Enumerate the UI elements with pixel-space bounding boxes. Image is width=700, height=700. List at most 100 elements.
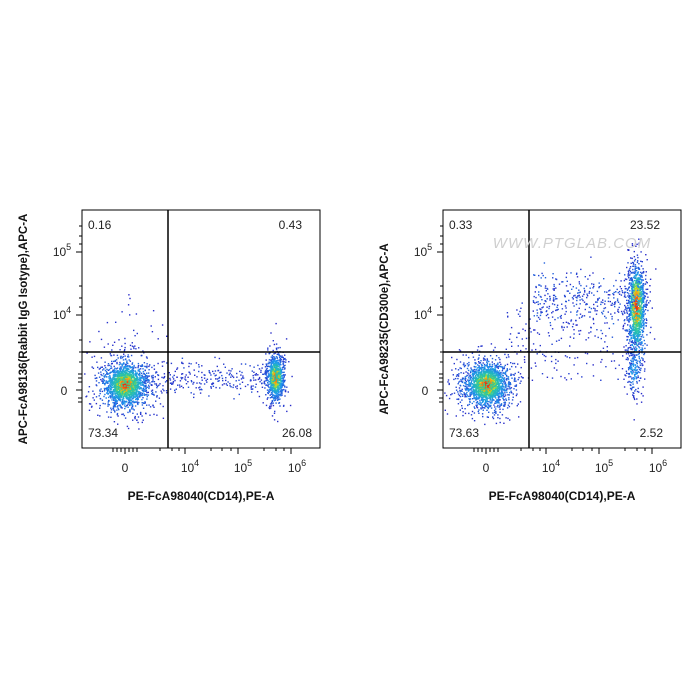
event-dot	[128, 359, 130, 361]
event-dot	[509, 419, 511, 421]
event-dot	[121, 373, 123, 375]
event-dot	[488, 370, 490, 372]
event-dot	[141, 421, 143, 424]
event-dot	[137, 373, 140, 376]
event-dot	[267, 397, 269, 399]
event-dot	[487, 388, 489, 390]
event-dot	[272, 378, 274, 380]
event-dot	[123, 414, 125, 417]
event-dot	[477, 386, 479, 388]
event-dot	[182, 362, 184, 365]
event-dot	[111, 384, 113, 387]
panel-1: 0.16 0.43 73.34 26.08 105 104 0 0 104 10…	[18, 209, 321, 503]
event-dot	[473, 397, 475, 400]
event-dot	[480, 383, 482, 386]
event-dot	[465, 380, 468, 383]
event-dot	[447, 381, 449, 383]
event-dot	[283, 380, 286, 383]
event-dot	[109, 387, 112, 389]
event-dot	[258, 376, 261, 379]
event-dot	[267, 379, 269, 382]
event-dot	[126, 370, 128, 372]
event-dot	[230, 376, 232, 378]
event-dot	[271, 393, 273, 395]
event-dot	[198, 382, 201, 384]
event-dot	[131, 392, 133, 394]
event-dot	[139, 395, 141, 397]
event-dot	[163, 376, 165, 379]
event-dot	[486, 385, 488, 387]
event-dot	[477, 375, 479, 377]
event-dot	[105, 397, 107, 399]
event-dot	[519, 401, 522, 403]
event-dot	[130, 395, 132, 398]
event-dot	[119, 392, 121, 395]
event-dot	[110, 367, 113, 369]
event-dot	[281, 391, 283, 393]
event-dot	[282, 359, 285, 361]
event-dot	[96, 377, 98, 379]
event-dot	[475, 380, 477, 382]
event-dot	[279, 366, 281, 368]
event-dot	[465, 393, 467, 395]
event-dot	[483, 398, 486, 401]
event-dot	[285, 359, 287, 361]
event-dot	[478, 366, 480, 368]
event-dot	[278, 398, 280, 401]
event-dot	[487, 395, 490, 397]
event-dot	[493, 374, 495, 377]
event-dot	[266, 370, 268, 372]
event-dot	[242, 377, 245, 379]
event-dot	[185, 374, 187, 376]
event-dot	[123, 362, 125, 364]
event-dot	[125, 393, 128, 395]
event-dot	[481, 399, 483, 401]
event-dot	[501, 390, 503, 393]
event-dot	[124, 395, 126, 398]
event-dot	[275, 371, 277, 373]
event-dot	[497, 414, 499, 416]
event-dot	[265, 364, 268, 367]
event-dot	[113, 404, 115, 407]
event-dot	[281, 374, 284, 377]
event-dot	[502, 384, 504, 386]
event-dot	[146, 386, 149, 388]
event-dot	[169, 374, 171, 376]
event-dot	[129, 344, 132, 347]
event-dot	[121, 391, 123, 393]
event-dot	[485, 400, 487, 402]
event-dot	[201, 371, 203, 374]
event-dot	[279, 377, 281, 379]
event-dot	[115, 400, 117, 402]
event-dot	[494, 388, 497, 391]
event-dot	[150, 390, 153, 392]
event-dot	[124, 342, 126, 345]
event-dot	[140, 382, 143, 384]
event-dot	[487, 376, 489, 379]
event-dot	[508, 383, 510, 385]
event-dot	[280, 372, 282, 374]
event-dot	[114, 390, 117, 392]
event-dot	[135, 388, 137, 391]
event-dot	[472, 388, 475, 391]
event-dot	[239, 387, 242, 390]
event-dot	[124, 382, 126, 384]
event-dot	[279, 385, 282, 387]
event-dot	[488, 377, 490, 379]
event-dot	[503, 422, 505, 424]
event-dot	[275, 389, 277, 392]
event-dot	[195, 362, 198, 364]
event-dot	[242, 375, 244, 377]
event-dot	[265, 353, 267, 355]
event-dot	[272, 349, 274, 352]
event-dot	[270, 383, 273, 385]
event-dot	[275, 382, 277, 384]
event-dot	[120, 371, 122, 373]
event-dot	[132, 389, 134, 392]
event-dot	[276, 390, 279, 392]
event-dot	[489, 397, 492, 400]
event-dot	[504, 405, 506, 407]
event-dot	[132, 387, 134, 390]
event-dot	[502, 374, 504, 376]
event-dot	[126, 379, 129, 381]
